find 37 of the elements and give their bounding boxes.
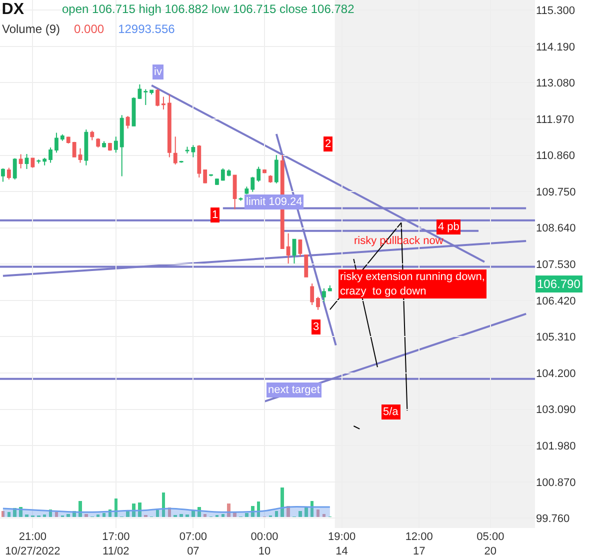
annotation: limit 109.24 <box>246 196 302 208</box>
annotation: 12993.556 <box>118 22 175 36</box>
y-tick-label: 105.310 <box>536 332 576 344</box>
x-tick-label: 07:00 07 <box>179 531 207 558</box>
x-tick-label: 21:00 10/27/2022 <box>5 531 60 558</box>
y-tick-label: 107.530 <box>536 259 576 272</box>
y-tick-label: 114.190 <box>536 41 575 54</box>
y-tick-label: 111.970 <box>536 114 574 126</box>
chart-title: DX <box>2 0 24 18</box>
y-tick-label: 103.090 <box>536 404 576 416</box>
y-tick-label: 100.870 <box>536 476 576 489</box>
chart-title: Volume (9) <box>2 22 60 36</box>
chart-subtitle: open 106.715 high 106.882 low 106.715 close 106.782 <box>62 2 355 16</box>
annotation: risky extension running down, crazy to go down <box>340 271 485 298</box>
y-tick-label: 99.760 <box>536 513 570 526</box>
y-tick-label: 113.080 <box>536 78 575 90</box>
annotation: 3 <box>313 321 320 333</box>
text: 106.790 <box>537 277 581 291</box>
y-tick-label: 106.420 <box>536 295 576 308</box>
annotation: 1 <box>212 209 218 221</box>
x-tick-label: 17:00 11/02 <box>102 531 130 558</box>
y-tick-label: 110.860 <box>536 150 575 162</box>
annotation: 0.000 <box>74 22 104 36</box>
y-tick-label: 104.200 <box>536 368 576 380</box>
annotation: 5/a <box>383 406 400 418</box>
x-tick-label: 00:00 10 <box>250 531 278 558</box>
annotation: 2 <box>325 138 332 150</box>
x-tick-label: 12:00 17 <box>405 531 433 558</box>
annotation: iv <box>154 66 162 78</box>
annotation: next target <box>268 384 320 396</box>
y-tick-label: 108.640 <box>536 222 576 235</box>
annotation: 4 pb <box>438 221 460 233</box>
x-tick-label: 19:00 14 <box>328 531 356 558</box>
x-tick-label: 05:00 20 <box>476 531 504 558</box>
y-tick-label: 109.750 <box>536 186 576 198</box>
y-tick-label: 101.980 <box>536 440 576 452</box>
y-tick-label: 115.300 <box>536 4 575 17</box>
